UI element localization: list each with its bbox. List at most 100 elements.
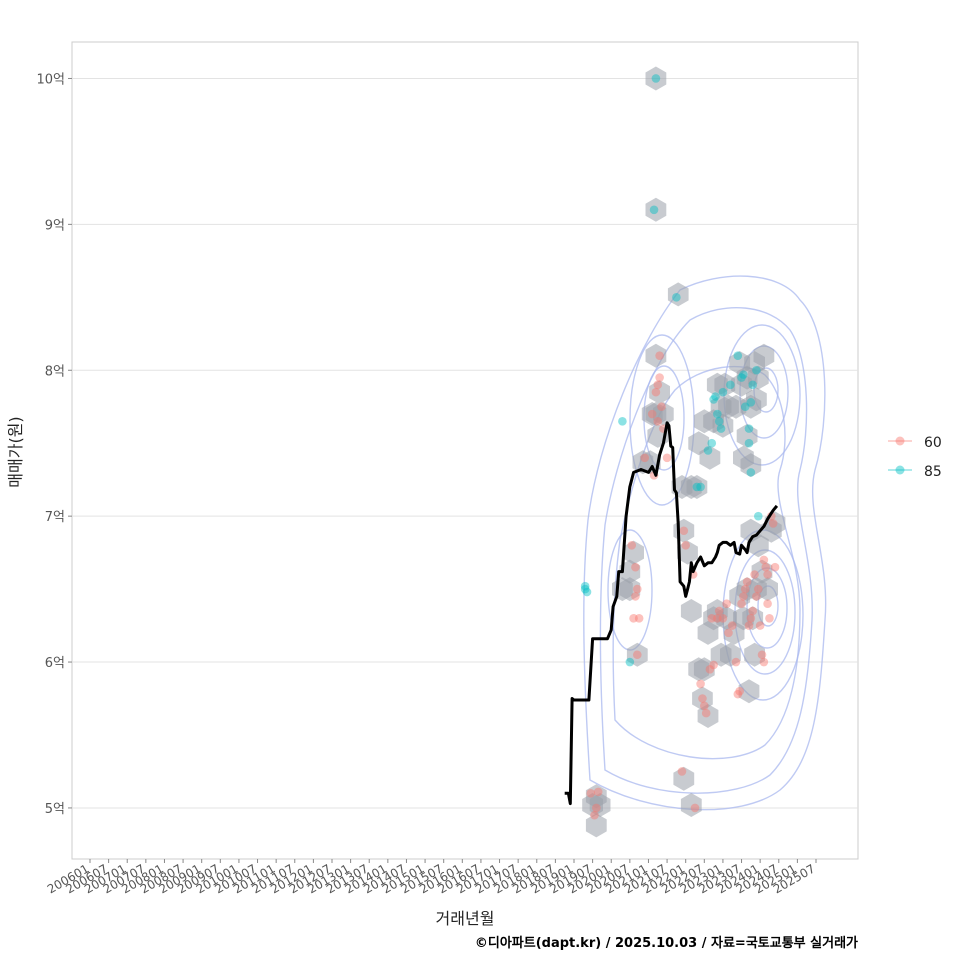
hexbin-cell — [623, 540, 644, 565]
data-point-60 — [629, 613, 638, 623]
hexbin-cell — [589, 793, 611, 817]
data-point-60 — [651, 387, 661, 397]
data-point-85 — [625, 657, 635, 667]
data-point-60 — [632, 650, 642, 660]
data-point-85 — [672, 293, 681, 302]
data-point-60 — [696, 679, 705, 689]
data-point-60 — [681, 541, 690, 550]
data-point-85 — [744, 424, 754, 433]
y-tick-label: 7억 — [45, 510, 65, 525]
y-tick-label: 8억 — [45, 364, 65, 379]
data-point-85 — [713, 409, 722, 419]
data-point-60 — [700, 701, 709, 711]
hexbin-cell — [697, 704, 719, 728]
data-point-60 — [759, 555, 769, 565]
y-tick-label: 6억 — [45, 656, 65, 671]
data-point-60 — [727, 621, 737, 630]
data-point-85 — [707, 438, 717, 448]
data-point-60 — [647, 409, 657, 419]
hexbin-cell — [720, 642, 741, 667]
data-point-60 — [746, 613, 756, 623]
data-point-85 — [746, 468, 756, 477]
legend-key-60-dot — [895, 436, 905, 446]
data-point-60 — [755, 621, 765, 630]
hexbin-cell — [747, 365, 769, 390]
data-point-60 — [593, 787, 603, 797]
data-point-85 — [582, 587, 592, 597]
data-point-60 — [759, 657, 769, 667]
data-point-60 — [627, 541, 637, 550]
data-point-85 — [733, 351, 743, 360]
hexbin-cell — [677, 540, 698, 565]
data-point-60 — [739, 592, 748, 601]
data-point-60 — [742, 577, 752, 587]
data-point-85 — [744, 438, 754, 448]
legend: 60 85 — [888, 435, 942, 480]
data-point-60 — [653, 417, 663, 426]
data-point-85 — [753, 511, 763, 521]
hexbin-cell — [645, 197, 667, 222]
legend-label-60: 60 — [924, 435, 942, 451]
hexbin-cell — [738, 679, 760, 704]
data-point-85 — [580, 581, 590, 591]
data-point-60 — [592, 803, 601, 813]
contour-ring — [612, 365, 801, 760]
data-point-60 — [632, 584, 642, 594]
y-tick-label: 5억 — [45, 802, 65, 817]
data-point-85 — [752, 365, 761, 375]
data-point-60 — [655, 351, 664, 360]
data-point-85 — [711, 392, 720, 401]
data-point-60 — [757, 650, 767, 660]
contour-ring — [599, 307, 813, 794]
hexbin-cell — [673, 766, 695, 791]
data-point-85 — [716, 424, 726, 433]
hexbin-cell — [699, 445, 721, 470]
data-point-60 — [679, 526, 689, 536]
hexbin-cell — [742, 606, 764, 631]
data-point-60 — [707, 613, 717, 623]
legend-label-85: 85 — [924, 464, 942, 480]
data-point-60 — [770, 562, 780, 572]
data-point-60 — [690, 803, 700, 813]
data-point-60 — [763, 570, 772, 579]
data-point-60 — [631, 562, 640, 572]
hexbin-cell — [753, 343, 775, 368]
data-point-85 — [692, 482, 702, 492]
plot-panel — [71, 41, 859, 860]
data-point-85 — [737, 373, 746, 382]
hexbin-cell — [619, 577, 641, 602]
data-point-85 — [746, 398, 756, 407]
data-point-60 — [631, 592, 640, 601]
data-point-85 — [618, 417, 627, 426]
y-tick-label: 10억 — [36, 72, 65, 87]
data-point-85 — [580, 584, 590, 594]
data-point-60 — [709, 660, 718, 670]
data-point-60 — [698, 694, 707, 703]
data-point-60 — [744, 621, 754, 630]
legend-key-85-dot — [895, 465, 905, 475]
data-point-85 — [651, 74, 661, 83]
hexbin-cell — [744, 642, 765, 667]
data-point-60 — [731, 657, 741, 667]
hexbin-cell — [733, 445, 754, 470]
hexbin-cell — [645, 66, 667, 91]
x-axis-ticks: 2006012006072007012007072008012008072009… — [45, 859, 818, 897]
data-point-60 — [718, 613, 728, 623]
data-point-60 — [586, 789, 596, 798]
data-point-60 — [735, 686, 744, 696]
data-point-60 — [653, 380, 663, 390]
data-point-60 — [655, 373, 664, 382]
data-point-60 — [701, 708, 711, 718]
data-point-60 — [722, 599, 731, 608]
data-point-60 — [677, 767, 687, 776]
hexbin-cell — [714, 372, 736, 397]
data-point-60 — [657, 402, 666, 412]
hexbin-cell — [645, 343, 667, 368]
hexbin-cell — [686, 475, 708, 499]
data-point-85 — [649, 205, 659, 215]
hexbin-cell — [619, 559, 641, 584]
data-point-60 — [761, 562, 771, 572]
source-caption: ©디아파트(dapt.kr) / 2025.10.03 / 자료=국토교통부 실… — [475, 935, 858, 951]
data-point-85 — [748, 380, 758, 390]
y-axis-ticks: 5억 6억 7억 8억 9억 10억 — [36, 72, 72, 817]
